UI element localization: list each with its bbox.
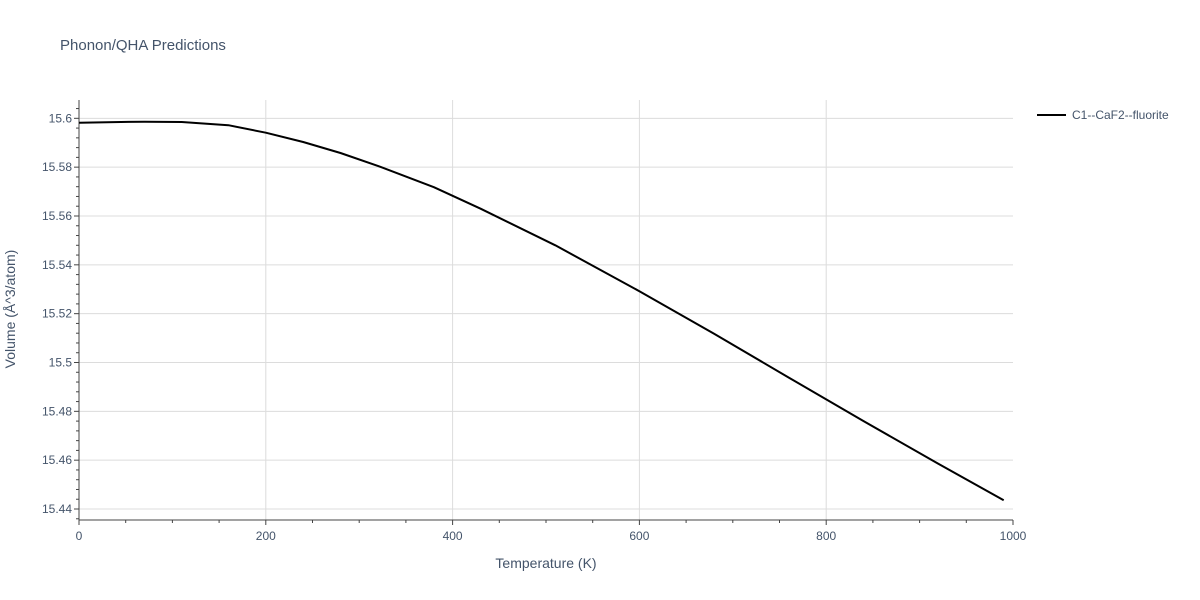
chart-title: Phonon/QHA Predictions [60,37,226,54]
x-tick-label: 1000 [1000,529,1027,543]
x-tick-label: 800 [816,529,836,543]
y-tick-label: 15.44 [42,502,72,516]
legend[interactable]: C1--CaF2--fluorite [1037,108,1169,122]
y-tick-label: 15.54 [42,258,72,272]
x-tick-label: 200 [256,529,276,543]
x-axis-title: Temperature (K) [495,555,596,571]
y-tick-label: 15.48 [42,404,72,418]
y-tick-label: 15.46 [42,453,72,467]
y-tick-label: 15.52 [42,307,72,321]
legend-label: C1--CaF2--fluorite [1072,108,1169,122]
x-tick-label: 600 [629,529,649,543]
x-tick-label: 0 [76,529,83,543]
series-line [78,120,1005,502]
y-tick-label: 15.5 [49,356,73,370]
y-tick-label: 15.6 [49,111,73,125]
grid [79,100,1013,520]
y-axis-title: Volume (Å^3/atom) [2,250,18,369]
y-tick-label: 15.58 [42,160,72,174]
axes: 0 200 400 600 800 1000 15.44 15.46 15.48 15.5 15.5… [42,100,1027,543]
series-layer [78,120,1005,502]
y-tick-label: 15.56 [42,209,72,223]
x-tick-label: 400 [443,529,463,543]
